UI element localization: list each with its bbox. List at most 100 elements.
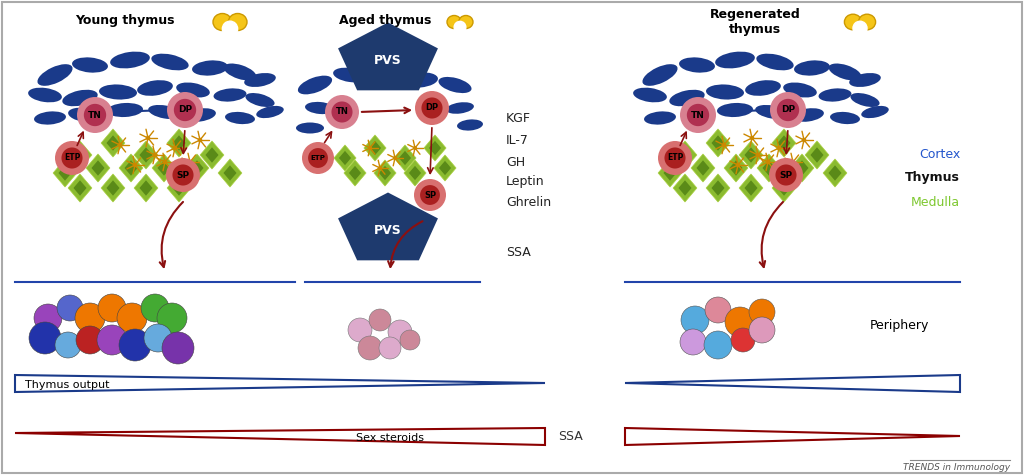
Polygon shape bbox=[185, 154, 209, 182]
Circle shape bbox=[455, 21, 466, 33]
Circle shape bbox=[175, 139, 183, 147]
Circle shape bbox=[193, 164, 201, 172]
Circle shape bbox=[714, 139, 722, 147]
Circle shape bbox=[802, 138, 806, 142]
Circle shape bbox=[84, 104, 106, 126]
Circle shape bbox=[415, 91, 449, 125]
Circle shape bbox=[746, 151, 756, 159]
Polygon shape bbox=[707, 174, 730, 202]
Text: SP: SP bbox=[424, 190, 436, 200]
Ellipse shape bbox=[256, 106, 284, 118]
Polygon shape bbox=[394, 145, 416, 171]
Polygon shape bbox=[74, 147, 87, 163]
Circle shape bbox=[681, 306, 709, 334]
Circle shape bbox=[400, 330, 420, 350]
Ellipse shape bbox=[757, 54, 794, 70]
Circle shape bbox=[722, 143, 726, 147]
Circle shape bbox=[76, 326, 104, 354]
Ellipse shape bbox=[828, 64, 861, 80]
Polygon shape bbox=[158, 160, 171, 176]
Text: ETP: ETP bbox=[310, 155, 326, 161]
Polygon shape bbox=[91, 160, 104, 176]
Polygon shape bbox=[763, 160, 775, 176]
Circle shape bbox=[163, 160, 167, 164]
Circle shape bbox=[133, 163, 137, 167]
Polygon shape bbox=[206, 147, 218, 163]
Circle shape bbox=[388, 320, 412, 344]
Ellipse shape bbox=[861, 106, 889, 118]
Ellipse shape bbox=[459, 16, 473, 28]
Circle shape bbox=[98, 294, 126, 322]
Polygon shape bbox=[739, 141, 763, 169]
Polygon shape bbox=[338, 22, 438, 90]
Circle shape bbox=[413, 146, 417, 150]
Text: PVS: PVS bbox=[374, 224, 401, 237]
Ellipse shape bbox=[228, 13, 247, 30]
Circle shape bbox=[422, 97, 442, 119]
Ellipse shape bbox=[845, 14, 861, 30]
Ellipse shape bbox=[858, 14, 876, 30]
Circle shape bbox=[705, 297, 731, 323]
Circle shape bbox=[769, 158, 803, 192]
Circle shape bbox=[369, 309, 391, 331]
Circle shape bbox=[29, 322, 61, 354]
Circle shape bbox=[153, 153, 158, 157]
Circle shape bbox=[198, 138, 203, 142]
Polygon shape bbox=[153, 154, 176, 182]
Circle shape bbox=[162, 332, 194, 364]
Circle shape bbox=[441, 164, 449, 172]
Circle shape bbox=[756, 153, 760, 157]
Ellipse shape bbox=[457, 119, 483, 131]
Circle shape bbox=[61, 147, 83, 169]
Circle shape bbox=[765, 164, 773, 172]
Ellipse shape bbox=[830, 112, 860, 124]
Polygon shape bbox=[772, 129, 796, 157]
Circle shape bbox=[55, 332, 81, 358]
Circle shape bbox=[76, 151, 84, 159]
Circle shape bbox=[766, 160, 770, 164]
Ellipse shape bbox=[794, 60, 829, 76]
Text: DP: DP bbox=[781, 105, 795, 114]
Polygon shape bbox=[696, 160, 710, 176]
Circle shape bbox=[75, 303, 105, 333]
Polygon shape bbox=[658, 159, 682, 187]
Circle shape bbox=[731, 328, 755, 352]
Polygon shape bbox=[218, 159, 242, 187]
Text: Leptin: Leptin bbox=[506, 175, 545, 189]
Circle shape bbox=[393, 156, 397, 160]
Polygon shape bbox=[810, 147, 823, 163]
Ellipse shape bbox=[244, 73, 275, 87]
Polygon shape bbox=[434, 155, 456, 181]
Polygon shape bbox=[223, 165, 237, 180]
Circle shape bbox=[57, 295, 83, 321]
Text: KGF: KGF bbox=[506, 112, 531, 124]
Polygon shape bbox=[664, 165, 677, 180]
Ellipse shape bbox=[644, 111, 676, 124]
Text: PVS: PVS bbox=[374, 54, 401, 67]
Polygon shape bbox=[338, 192, 438, 260]
Circle shape bbox=[379, 337, 401, 359]
Polygon shape bbox=[344, 160, 366, 186]
Circle shape bbox=[414, 179, 446, 211]
Circle shape bbox=[117, 303, 147, 333]
Ellipse shape bbox=[38, 64, 73, 86]
Circle shape bbox=[791, 160, 796, 164]
Ellipse shape bbox=[176, 83, 210, 97]
Circle shape bbox=[681, 151, 689, 159]
Circle shape bbox=[157, 303, 187, 333]
Circle shape bbox=[141, 294, 169, 322]
Circle shape bbox=[750, 136, 755, 140]
Circle shape bbox=[175, 184, 183, 192]
Circle shape bbox=[431, 144, 439, 152]
Polygon shape bbox=[69, 174, 92, 202]
Polygon shape bbox=[339, 151, 351, 165]
Ellipse shape bbox=[111, 52, 150, 68]
Text: Ghrelin: Ghrelin bbox=[506, 196, 551, 209]
Ellipse shape bbox=[793, 108, 824, 122]
Ellipse shape bbox=[849, 73, 881, 87]
Circle shape bbox=[775, 164, 797, 186]
Circle shape bbox=[55, 141, 89, 175]
Ellipse shape bbox=[305, 102, 335, 114]
Ellipse shape bbox=[193, 60, 228, 76]
Polygon shape bbox=[729, 160, 742, 176]
